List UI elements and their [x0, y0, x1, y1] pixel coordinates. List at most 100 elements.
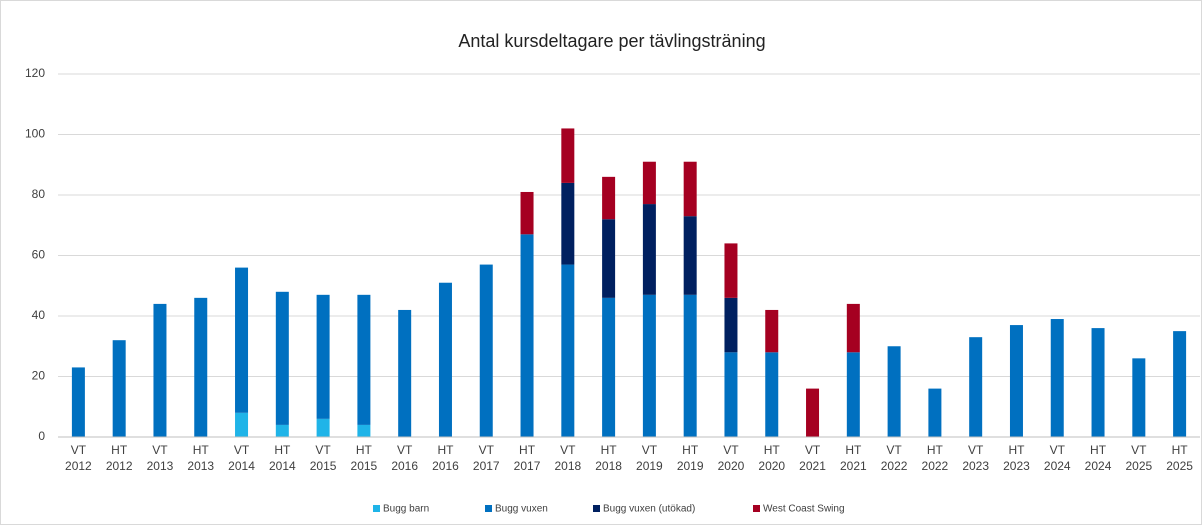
x-tick-label: 2019 — [677, 459, 704, 473]
x-tick-label: 2022 — [881, 459, 908, 473]
x-tick-label: 2022 — [922, 459, 949, 473]
x-tick-label: HT — [601, 443, 618, 457]
bar-segment — [1091, 328, 1105, 437]
x-tick-label: 2016 — [432, 459, 459, 473]
bar-segment — [683, 161, 697, 217]
x-tick-label: HT — [193, 443, 210, 457]
bar-segment — [683, 294, 697, 437]
bar-segment — [561, 264, 575, 437]
x-tick-label: VT — [479, 443, 495, 457]
chart-title: Antal kursdeltagare per tävlingsträning — [458, 31, 765, 51]
bar-segment — [1009, 325, 1023, 437]
x-tick-label: HT — [764, 443, 781, 457]
legend-swatch — [373, 505, 380, 512]
x-tick-label: 2025 — [1125, 459, 1152, 473]
x-tick-label: 2012 — [65, 459, 92, 473]
y-tick-label: 120 — [25, 66, 45, 80]
x-tick-label: 2024 — [1044, 459, 1071, 473]
x-tick-label: VT — [1131, 443, 1147, 457]
x-tick-label: 2023 — [962, 459, 989, 473]
bar-segment — [520, 234, 534, 437]
bar-segment — [1173, 331, 1187, 437]
x-tick-label: VT — [1050, 443, 1066, 457]
x-tick-label: 2024 — [1085, 459, 1112, 473]
x-tick-label: 2013 — [147, 459, 174, 473]
bar-segment — [357, 424, 371, 437]
bar-segment — [642, 161, 656, 205]
x-tick-label: 2023 — [1003, 459, 1030, 473]
bar-segment — [438, 282, 452, 437]
x-tick-label: 2014 — [228, 459, 255, 473]
x-tick-label: 2020 — [718, 459, 745, 473]
bar-segment — [520, 191, 534, 235]
bar-segment — [928, 388, 942, 437]
x-tick-label: 2015 — [310, 459, 337, 473]
x-tick-label: 2021 — [799, 459, 826, 473]
bar-segment — [275, 424, 289, 437]
x-tick-label: HT — [1090, 443, 1107, 457]
y-tick-label: 80 — [32, 187, 46, 201]
x-tick-label: HT — [682, 443, 699, 457]
x-tick-label: 2017 — [514, 459, 541, 473]
bar-segment — [642, 204, 656, 295]
y-tick-label: 20 — [32, 369, 46, 383]
x-tick-label: 2013 — [187, 459, 214, 473]
bar-segment — [846, 303, 860, 353]
x-tick-label: HT — [111, 443, 128, 457]
bar-segment — [602, 176, 616, 220]
bar-segment — [316, 418, 330, 437]
x-tick-label: 2016 — [391, 459, 418, 473]
bar-segment — [846, 352, 860, 437]
bar-segment — [235, 412, 249, 437]
bar-segment — [602, 219, 616, 298]
y-tick-label: 60 — [32, 248, 46, 262]
bar-segment — [1050, 319, 1064, 437]
bar-segment — [887, 346, 901, 437]
x-tick-label: HT — [1172, 443, 1189, 457]
x-tick-label: 2021 — [840, 459, 867, 473]
bar-segment — [71, 367, 85, 437]
x-tick-label: 2018 — [554, 459, 581, 473]
x-tick-label: VT — [315, 443, 331, 457]
y-tick-label: 100 — [25, 127, 45, 141]
x-tick-label: VT — [968, 443, 984, 457]
bar-segment — [235, 267, 249, 413]
x-tick-label: VT — [560, 443, 576, 457]
bar-segment — [479, 264, 493, 437]
x-tick-label: HT — [356, 443, 373, 457]
bar-segment — [806, 388, 820, 437]
x-tick-label: 2019 — [636, 459, 663, 473]
bar-segment — [561, 182, 575, 265]
x-tick-label: HT — [927, 443, 944, 457]
x-tick-label: HT — [274, 443, 291, 457]
bar-segment — [642, 294, 656, 437]
x-tick-label: HT — [845, 443, 862, 457]
bar-segment — [561, 128, 575, 183]
x-tick-label: VT — [71, 443, 87, 457]
legend-label: Bugg barn — [383, 504, 429, 515]
bar-segment — [602, 297, 616, 437]
y-tick-label: 0 — [38, 429, 45, 443]
bar-segment — [316, 294, 330, 419]
bar-segment — [194, 297, 208, 437]
bar-segment — [724, 297, 738, 353]
x-tick-label: VT — [723, 443, 739, 457]
x-tick-label: 2015 — [351, 459, 378, 473]
x-tick-label: VT — [152, 443, 168, 457]
x-tick-label: 2017 — [473, 459, 500, 473]
bar-segment — [112, 340, 126, 437]
y-tick-label: 40 — [32, 308, 46, 322]
x-tick-label: HT — [519, 443, 536, 457]
x-tick-label: VT — [642, 443, 658, 457]
legend-swatch — [753, 505, 760, 512]
bar-segment — [765, 352, 779, 437]
bar-segment — [398, 309, 412, 437]
bar-segment — [683, 216, 697, 295]
legend-label: Bugg vuxen (utökad) — [603, 504, 695, 515]
x-tick-label: 2020 — [758, 459, 785, 473]
x-tick-label: VT — [886, 443, 902, 457]
bar-segment — [357, 294, 371, 425]
bar-segment — [724, 243, 738, 298]
x-tick-label: VT — [397, 443, 413, 457]
x-tick-label: HT — [437, 443, 454, 457]
